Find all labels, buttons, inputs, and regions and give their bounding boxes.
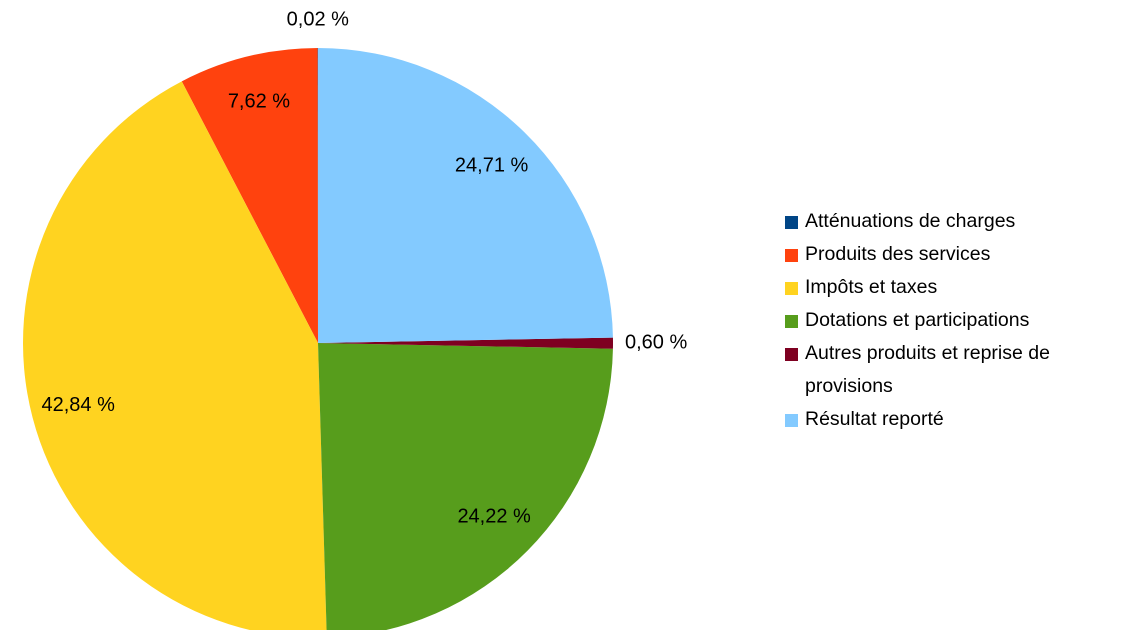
legend-item: Produits des services xyxy=(785,238,1130,271)
data-label: 42,84 % xyxy=(42,394,116,416)
legend-item: Autres produits et reprise de provisions xyxy=(785,337,1130,403)
pie-slice xyxy=(318,337,613,349)
legend-swatch xyxy=(785,249,798,262)
legend-item: Atténuations de charges xyxy=(785,205,1130,238)
pie-slice xyxy=(181,48,318,343)
legend-label: Impôts et taxes xyxy=(805,276,938,298)
legend-swatch xyxy=(785,414,798,427)
data-label: 24,22 % xyxy=(457,506,531,528)
data-label: 0,02 % xyxy=(287,8,349,30)
legend-item: Impôts et taxes xyxy=(785,271,1130,304)
legend-label: Produits des services xyxy=(805,243,991,265)
legend-label: Atténuations de charges xyxy=(805,210,1016,232)
pie-slice xyxy=(23,81,327,630)
legend: Atténuations de charges Produits des serv… xyxy=(785,205,1130,436)
legend-swatch xyxy=(785,216,798,229)
legend-item: Dotations et participations xyxy=(785,304,1130,337)
legend-swatch xyxy=(785,315,798,328)
pie-slice xyxy=(318,48,613,343)
data-label: 7,62 % xyxy=(228,91,290,113)
legend-item: Résultat reporté xyxy=(785,403,1130,436)
pie-slice xyxy=(318,343,613,630)
data-label: 0,60 % xyxy=(625,331,687,353)
legend-swatch xyxy=(785,348,798,361)
legend-label: Résultat reporté xyxy=(805,408,944,430)
legend-swatch xyxy=(785,282,798,295)
chart: 0,02 % 7,62 % 42,84 % 24,22 % 0,60 % 24,71 % xyxy=(23,8,687,630)
data-label: 24,71 % xyxy=(455,154,529,176)
legend-label: Dotations et participations xyxy=(805,309,1030,331)
legend-label: Autres produits et reprise de provisions xyxy=(805,342,1050,397)
